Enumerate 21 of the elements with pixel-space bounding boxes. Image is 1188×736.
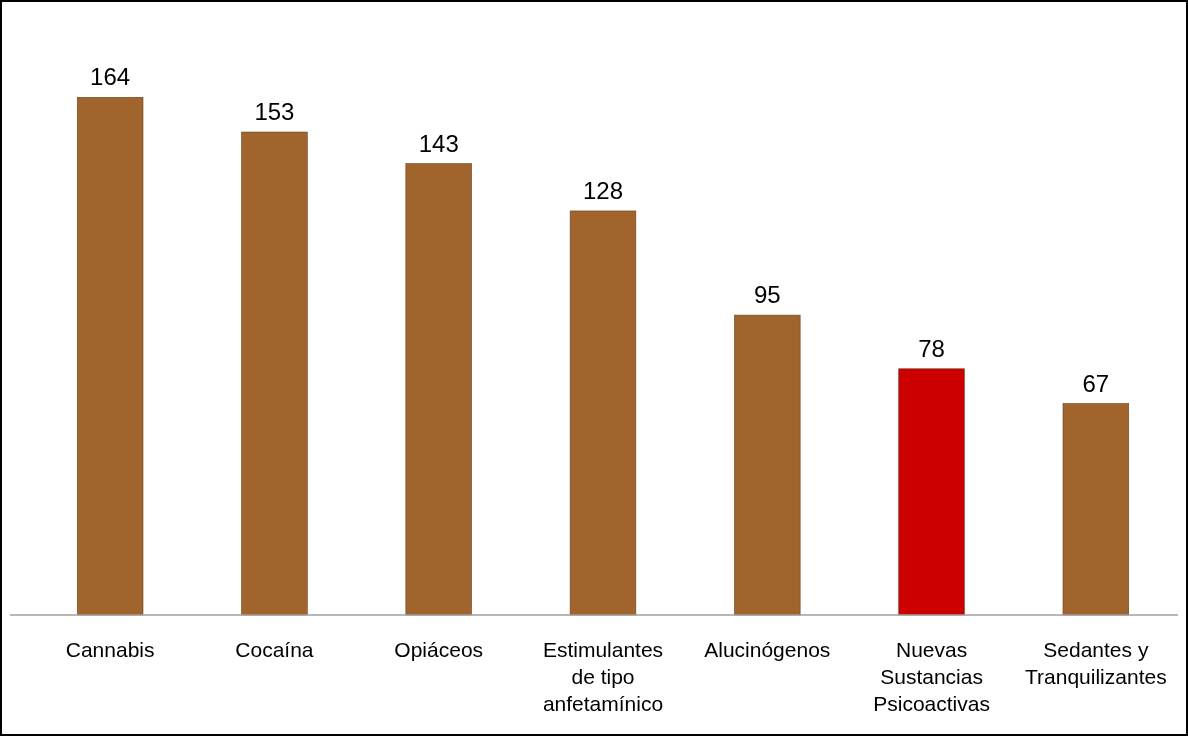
x-tick-label: Nuevas Sustancias Psicoactivas xyxy=(873,638,990,715)
data-label: 78 xyxy=(918,334,945,362)
x-tick-label: Cocaína xyxy=(235,638,314,661)
bar xyxy=(405,163,472,616)
x-tick-label: Alucinógenos xyxy=(704,638,831,661)
data-label: 128 xyxy=(582,176,624,204)
x-tick-label: Sedantes y Tranquilizantes xyxy=(1025,638,1167,688)
data-label: 164 xyxy=(90,63,131,91)
data-label: 143 xyxy=(418,129,459,157)
bar xyxy=(1062,403,1130,616)
data-label: 153 xyxy=(254,98,295,126)
bar xyxy=(898,368,965,616)
bar xyxy=(76,97,144,616)
data-label: 67 xyxy=(1082,369,1110,397)
bar xyxy=(241,131,308,616)
x-tick-label: Estimulantes de tipo anfetamínico xyxy=(542,638,664,715)
data-label: 95 xyxy=(753,281,781,309)
bar xyxy=(734,314,801,616)
x-tick-label: Opiáceos xyxy=(394,638,484,661)
bar xyxy=(569,210,637,616)
x-tick-label: Cannabis xyxy=(65,638,155,661)
